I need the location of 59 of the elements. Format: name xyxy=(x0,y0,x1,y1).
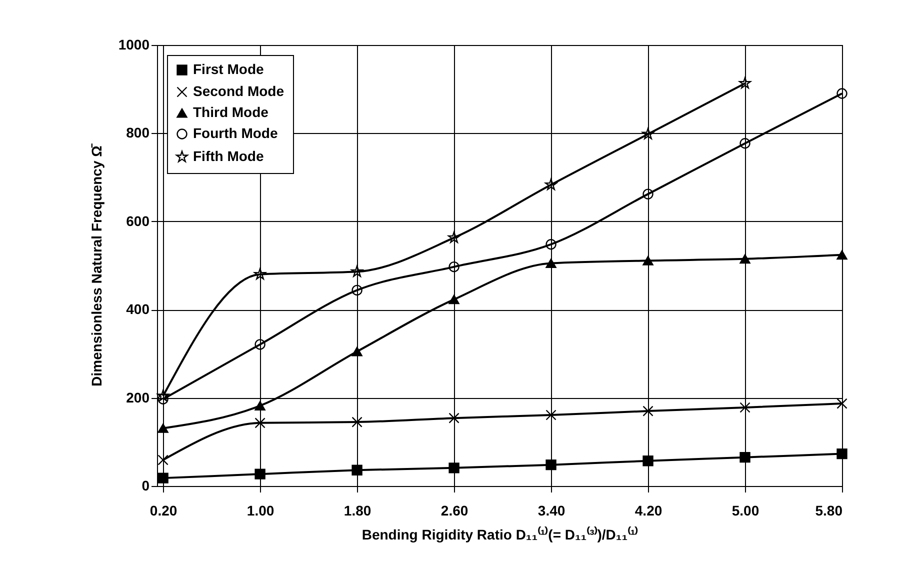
point xyxy=(448,231,460,243)
x-tick-label: 2.60 xyxy=(440,502,468,518)
point xyxy=(740,452,750,463)
legend-label: First Mode xyxy=(193,61,264,77)
point xyxy=(352,346,362,356)
y-axis-title: Dimensionless Natural Frequency Ω̄ xyxy=(88,142,104,386)
x-tick-label: 4.20 xyxy=(634,502,662,518)
point xyxy=(642,456,654,466)
point xyxy=(352,464,362,476)
point xyxy=(448,412,460,424)
y-tick-label: 0 xyxy=(142,478,150,494)
point xyxy=(740,402,750,413)
x-tick-label: 0.20 xyxy=(150,502,178,518)
y-tick-label: 200 xyxy=(126,389,150,406)
point xyxy=(157,390,170,402)
point xyxy=(254,468,266,480)
point xyxy=(546,459,556,470)
x-tick-label: 5.80 xyxy=(815,502,843,518)
x-tick-label: 1.00 xyxy=(246,502,274,518)
point xyxy=(254,268,266,280)
x-tick-label: 3.40 xyxy=(538,502,566,518)
legend-label: Second Mode xyxy=(193,83,284,99)
point xyxy=(740,254,750,264)
legend-label: Fourth Mode xyxy=(193,125,278,141)
y-tick-label: 400 xyxy=(126,301,150,318)
x-tick-label: 1.80 xyxy=(344,502,372,518)
legend-label: Third Mode xyxy=(193,104,269,120)
point xyxy=(739,77,752,89)
y-tick-label: 800 xyxy=(126,124,150,141)
point xyxy=(642,406,654,416)
point xyxy=(836,398,848,409)
x-axis-title: Bending Rigidity Ratio D₁₁⁽¹⁾(= D₁₁⁽³⁾)/D₁₁⁽¹⁾ xyxy=(362,526,638,542)
point xyxy=(545,178,558,190)
point xyxy=(642,128,654,140)
x-tick-label: 5.00 xyxy=(732,502,760,518)
legend-label: Fifth Mode xyxy=(193,148,264,164)
point xyxy=(448,261,460,272)
point xyxy=(836,250,848,260)
point xyxy=(836,88,848,99)
point xyxy=(642,256,654,266)
point xyxy=(158,472,168,484)
point xyxy=(352,416,362,428)
y-tick-label: 600 xyxy=(126,212,150,229)
point xyxy=(546,258,556,268)
y-tick-label: 1000 xyxy=(118,36,150,52)
point xyxy=(448,462,460,474)
point xyxy=(254,339,266,350)
point xyxy=(546,410,556,420)
point xyxy=(254,418,266,428)
point xyxy=(158,454,168,466)
point xyxy=(740,138,750,149)
point xyxy=(158,424,168,433)
point xyxy=(254,401,266,410)
point xyxy=(546,239,556,250)
point xyxy=(642,188,654,200)
point xyxy=(351,265,364,277)
point xyxy=(448,294,460,304)
point xyxy=(836,448,848,460)
point xyxy=(352,284,362,296)
